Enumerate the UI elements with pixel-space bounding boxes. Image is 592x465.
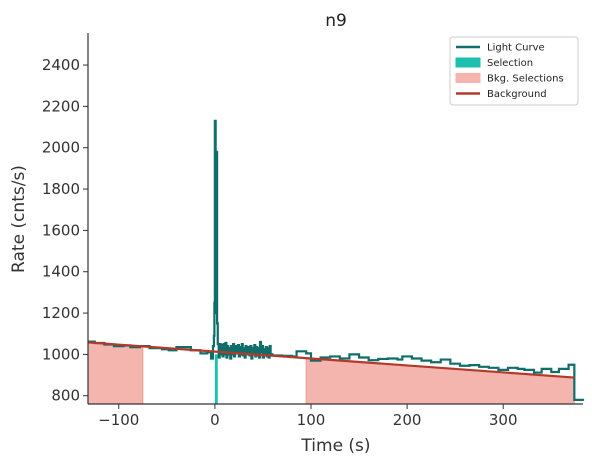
plot-area xyxy=(87,119,585,405)
x-tick-label: 200 xyxy=(393,411,422,429)
x-tick-label: −100 xyxy=(98,411,139,429)
y-tick-label: 1000 xyxy=(42,345,80,363)
light-curve-line xyxy=(88,119,585,401)
x-axis-title: Time (s) xyxy=(300,436,370,456)
source-selection-region xyxy=(214,354,218,404)
chart-title: n9 xyxy=(325,11,347,31)
y-tick-label: 1800 xyxy=(42,180,80,198)
y-tick-label: 2000 xyxy=(42,139,80,157)
y-axis-ticks: 800 1000 1200 1400 1600 1800 2000 2200 2400 xyxy=(42,56,88,405)
legend-label: Background xyxy=(487,89,547,100)
y-tick-label: 1600 xyxy=(42,221,80,239)
y-axis-title: Rate (cnts/s) xyxy=(9,165,29,273)
y-tick-label: 800 xyxy=(51,387,80,405)
legend: Light Curve Selection Bkg. Selections Backg… xyxy=(449,36,579,106)
legend-label: Bkg. Selections xyxy=(487,74,564,85)
y-tick-label: 1200 xyxy=(42,304,80,322)
legend-swatch-patch xyxy=(455,73,481,83)
x-tick-label: 0 xyxy=(210,411,220,429)
bkg-selection-region-2 xyxy=(305,357,575,405)
legend-frame xyxy=(449,36,579,106)
source-selection-band xyxy=(214,354,218,404)
background-model-line xyxy=(87,341,575,379)
light-curve-series xyxy=(88,119,585,401)
y-tick-label: 1400 xyxy=(42,263,80,281)
legend-label: Selection xyxy=(487,58,533,69)
y-tick-label: 2400 xyxy=(42,56,80,74)
x-tick-label: 300 xyxy=(489,411,518,429)
x-axis-ticks: −100 0 100 200 300 xyxy=(98,404,518,429)
axes xyxy=(87,33,583,405)
legend-label: Light Curve xyxy=(487,43,545,54)
background-model-series xyxy=(87,341,575,379)
y-tick-label: 2200 xyxy=(42,97,80,115)
legend-swatch-patch xyxy=(455,57,481,68)
bkg-selection-region-1 xyxy=(87,341,144,405)
x-tick-label: 100 xyxy=(297,411,326,429)
